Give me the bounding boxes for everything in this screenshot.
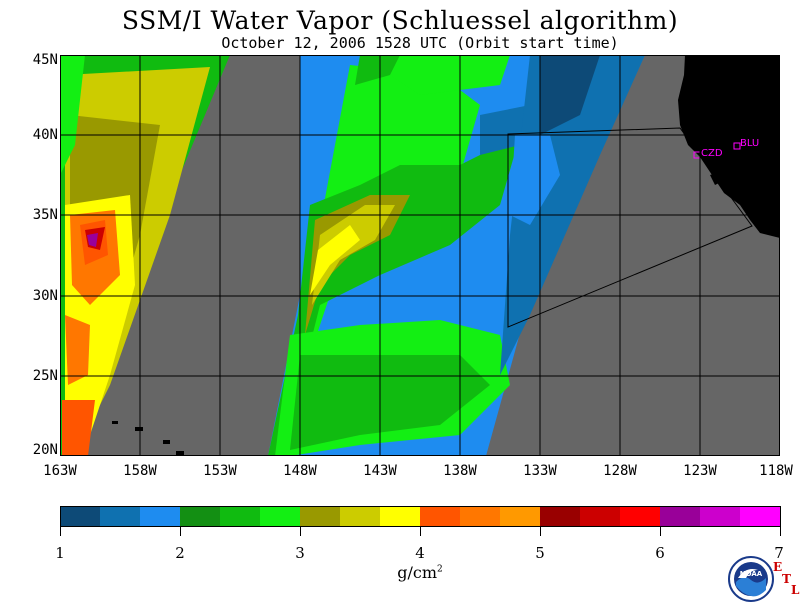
lon-label-158w: 158W	[123, 463, 157, 479]
colorbar-tick-1: 1	[55, 544, 65, 562]
swath-west	[60, 55, 230, 456]
units-exponent: 2	[437, 564, 443, 575]
lat-label-25n: 25N	[32, 368, 58, 384]
lon-label-163w: 163W	[43, 463, 77, 479]
station-blu-marker	[733, 142, 741, 150]
colorbar-cell	[60, 506, 101, 526]
colorbar-cell	[460, 506, 501, 526]
colorbar-cell	[340, 506, 381, 526]
colorbar-cell	[580, 506, 621, 526]
colorbar-cell	[660, 506, 701, 526]
lon-label-138w: 138W	[443, 463, 477, 479]
map-frame	[60, 55, 780, 456]
colorbar-tick-6: 6	[655, 544, 665, 562]
lon-label-118w: 118W	[759, 463, 793, 479]
station-czd-label: CZD	[701, 148, 723, 159]
colorbar-cell	[220, 506, 261, 526]
colorbar-tick-5: 5	[535, 544, 545, 562]
colorbar-cell	[260, 506, 301, 526]
noaa-logo: NOAA	[728, 556, 774, 602]
colorbar-cell	[420, 506, 461, 526]
lon-label-148w: 148W	[283, 463, 317, 479]
colorbar-tick-7: 7	[774, 544, 784, 562]
colorbar-cell	[140, 506, 181, 526]
etl-letter-e: E	[773, 560, 783, 574]
lat-label-40n: 40N	[32, 127, 58, 143]
lat-lon-grid	[60, 55, 780, 456]
colorbar-cell	[300, 506, 341, 526]
colorbar-cell	[540, 506, 581, 526]
map-title: SSM/I Water Vapor (Schluessel algorithm)	[121, 6, 679, 35]
lon-label-133w: 133W	[523, 463, 557, 479]
colorbar-cell	[740, 506, 781, 526]
colorbar-tick-2: 2	[175, 544, 185, 562]
colorbar-units: g/cm2	[360, 563, 480, 582]
colorbar-cell	[620, 506, 661, 526]
lat-label-35n: 35N	[32, 207, 58, 223]
hawaiian-islands	[112, 421, 184, 456]
units-base: g/cm	[397, 563, 438, 582]
colorbar-cell	[100, 506, 141, 526]
noaa-logo-text: NOAA	[740, 570, 763, 578]
colorbar-cell	[500, 506, 541, 526]
lon-label-143w: 143W	[363, 463, 397, 479]
colorbar-cell	[180, 506, 221, 526]
lon-label-123w: 123W	[683, 463, 717, 479]
colorbar-cell	[700, 506, 741, 526]
lon-label-128w: 128W	[603, 463, 637, 479]
lat-label-45n: 45N	[32, 52, 58, 68]
station-blu-label: BLU	[740, 138, 759, 149]
etl-letter-l: L	[791, 583, 800, 597]
water-vapor-map: CZD BLU	[60, 55, 780, 456]
lon-label-153w: 153W	[203, 463, 237, 479]
colorbar-tick-4: 4	[415, 544, 425, 562]
colorbar-tick-3: 3	[295, 544, 305, 562]
etl-letter-t: T	[782, 572, 791, 586]
station-markers: CZD BLU	[693, 138, 759, 159]
analysis-domain-outline	[507, 127, 753, 328]
lat-label-30n: 30N	[32, 288, 58, 304]
lat-label-20n: 20N	[32, 442, 58, 458]
colorbar	[60, 506, 781, 536]
map-subtitle: October 12, 2006 1528 UTC (Orbit start t…	[221, 34, 619, 52]
colorbar-cell	[380, 506, 421, 526]
